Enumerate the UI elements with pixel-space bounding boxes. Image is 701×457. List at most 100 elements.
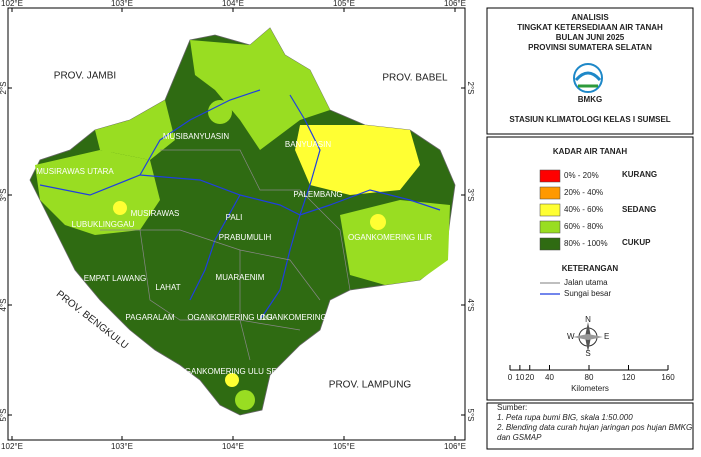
lon-label: 106°E (444, 0, 466, 8)
lon-label: 103°E (111, 0, 133, 8)
lon-label: 104°E (222, 442, 244, 451)
zone-light (208, 100, 232, 124)
legend-swatch (539, 186, 561, 200)
legend-swatch (539, 237, 561, 251)
regency-label: OGANKOMERING ULU TIMUR (260, 313, 373, 322)
lon-label: 102°E (1, 442, 23, 451)
compass-n: N (585, 315, 591, 324)
source-line: 1. Peta rupa bumi BIG, skala 1:50.000 (497, 413, 633, 422)
zone-medium (113, 201, 127, 215)
river (139, 89, 261, 176)
lon-label: 105°E (333, 0, 355, 8)
regency-label: OGANKOMERING ULU (187, 313, 273, 322)
province-label: PROV. JAMBI (54, 71, 116, 82)
compass-s: S (585, 349, 590, 358)
title-line: PROVINSI SUMATERA SELATAN (528, 43, 652, 52)
lon-label: 106°E (444, 442, 466, 451)
legend-class: KURANG (622, 170, 657, 179)
note-label: Sungai besar (564, 289, 611, 298)
regency-label: MUSIRAWAS UTARA (36, 167, 114, 176)
legend-label: 60% - 80% (564, 222, 603, 231)
regency-label: PALI (226, 213, 243, 222)
map-area (29, 27, 456, 416)
regency-label: EMPAT LAWANG (84, 274, 147, 283)
boundary (139, 229, 301, 331)
scale-label: 80 (585, 373, 594, 382)
lat-label: 2°S (466, 82, 475, 95)
zone-light (340, 200, 450, 285)
zone-medium (295, 125, 420, 195)
scale-unit: Kilometers (571, 384, 609, 393)
station-name: STASIUN KLIMATOLOGI KELAS I SUMSEL (509, 115, 670, 124)
scale-label: 0 (508, 373, 513, 382)
zone-light (95, 150, 115, 170)
legend-swatch (539, 203, 561, 217)
zone-light (235, 390, 255, 410)
regency-label: MUSIBANYUASIN (163, 132, 229, 141)
river (39, 174, 331, 216)
scale-label: 160 (661, 373, 675, 382)
source-line: dan GSMAP (497, 433, 542, 442)
lon-label: 104°E (222, 0, 244, 8)
legend-label: 80% - 100% (564, 239, 608, 248)
boundaries (100, 149, 351, 361)
river (289, 94, 321, 216)
regency-label: OGANKOMERING ILIR (348, 233, 432, 242)
lon-label: 105°E (333, 442, 355, 451)
source-panel (486, 402, 694, 450)
title-line: BULAN JUNI 2025 (556, 33, 625, 42)
boundary (160, 149, 351, 291)
zone-light (95, 100, 175, 160)
lat-label: 3°S (0, 189, 8, 202)
legend-panel (486, 136, 694, 401)
lat-label: 4°S (0, 299, 8, 312)
logo-arc (574, 71, 602, 82)
river (329, 189, 441, 211)
legend-swatch (539, 220, 561, 234)
zone-light (190, 28, 330, 150)
lat-label: 5°S (466, 409, 475, 422)
source-title: Sumber: (497, 403, 527, 412)
legend-label: 20% - 40% (564, 188, 603, 197)
regency-label: MUARAENIM (216, 273, 265, 282)
regency-label: MUSIRAWAS (131, 209, 180, 218)
legend-swatch (539, 169, 561, 183)
regency-label: PRABUMULIH (219, 233, 272, 242)
compass (573, 322, 603, 352)
scale-label: 120 (622, 373, 636, 382)
province-label: PROV. BABEL (382, 73, 448, 84)
source-line: 2. Blending data curah hujan jaringan po… (496, 423, 692, 432)
river (259, 214, 301, 321)
compass-w: W (567, 332, 575, 341)
regency-label: PALEMBANG (293, 190, 342, 199)
compass-needle (573, 334, 603, 340)
scale-label: 40 (545, 373, 554, 382)
zone-medium (225, 373, 239, 387)
regency-label: LAHAT (155, 283, 180, 292)
bmkg-logo (573, 63, 603, 93)
title-line: TINGKAT KETERSEDIAAN AIR TANAH (517, 23, 663, 32)
lat-label: 4°S (466, 299, 475, 312)
note-label: Jalan utama (564, 278, 608, 287)
regency-label: OGANKOMERING ULU SELATAN (179, 367, 302, 376)
lon-label: 103°E (111, 442, 133, 451)
river (189, 194, 241, 301)
legend-class: CUKUP (622, 238, 651, 247)
scale-label: 20 (525, 373, 534, 382)
legend-title: KADAR AIR TANAH (553, 147, 627, 156)
legend-label: 40% - 60% (564, 205, 603, 214)
legend-label: 0% - 20% (564, 171, 599, 180)
lat-label: 5°S (0, 409, 8, 422)
logo-text: BMKG (578, 95, 602, 104)
rivers (39, 89, 441, 321)
legend-class: SEDANG (622, 205, 656, 214)
lon-label: 102°E (1, 0, 23, 8)
lat-label: 3°S (466, 189, 475, 202)
title-line: ANALISIS (571, 13, 609, 22)
zone-medium (370, 214, 386, 230)
regency-label: LUBUKLINGGAU (72, 220, 135, 229)
lat-label: 2°S (0, 82, 8, 95)
boundary (239, 250, 251, 361)
regency-label: PAGARALAM (125, 313, 175, 322)
